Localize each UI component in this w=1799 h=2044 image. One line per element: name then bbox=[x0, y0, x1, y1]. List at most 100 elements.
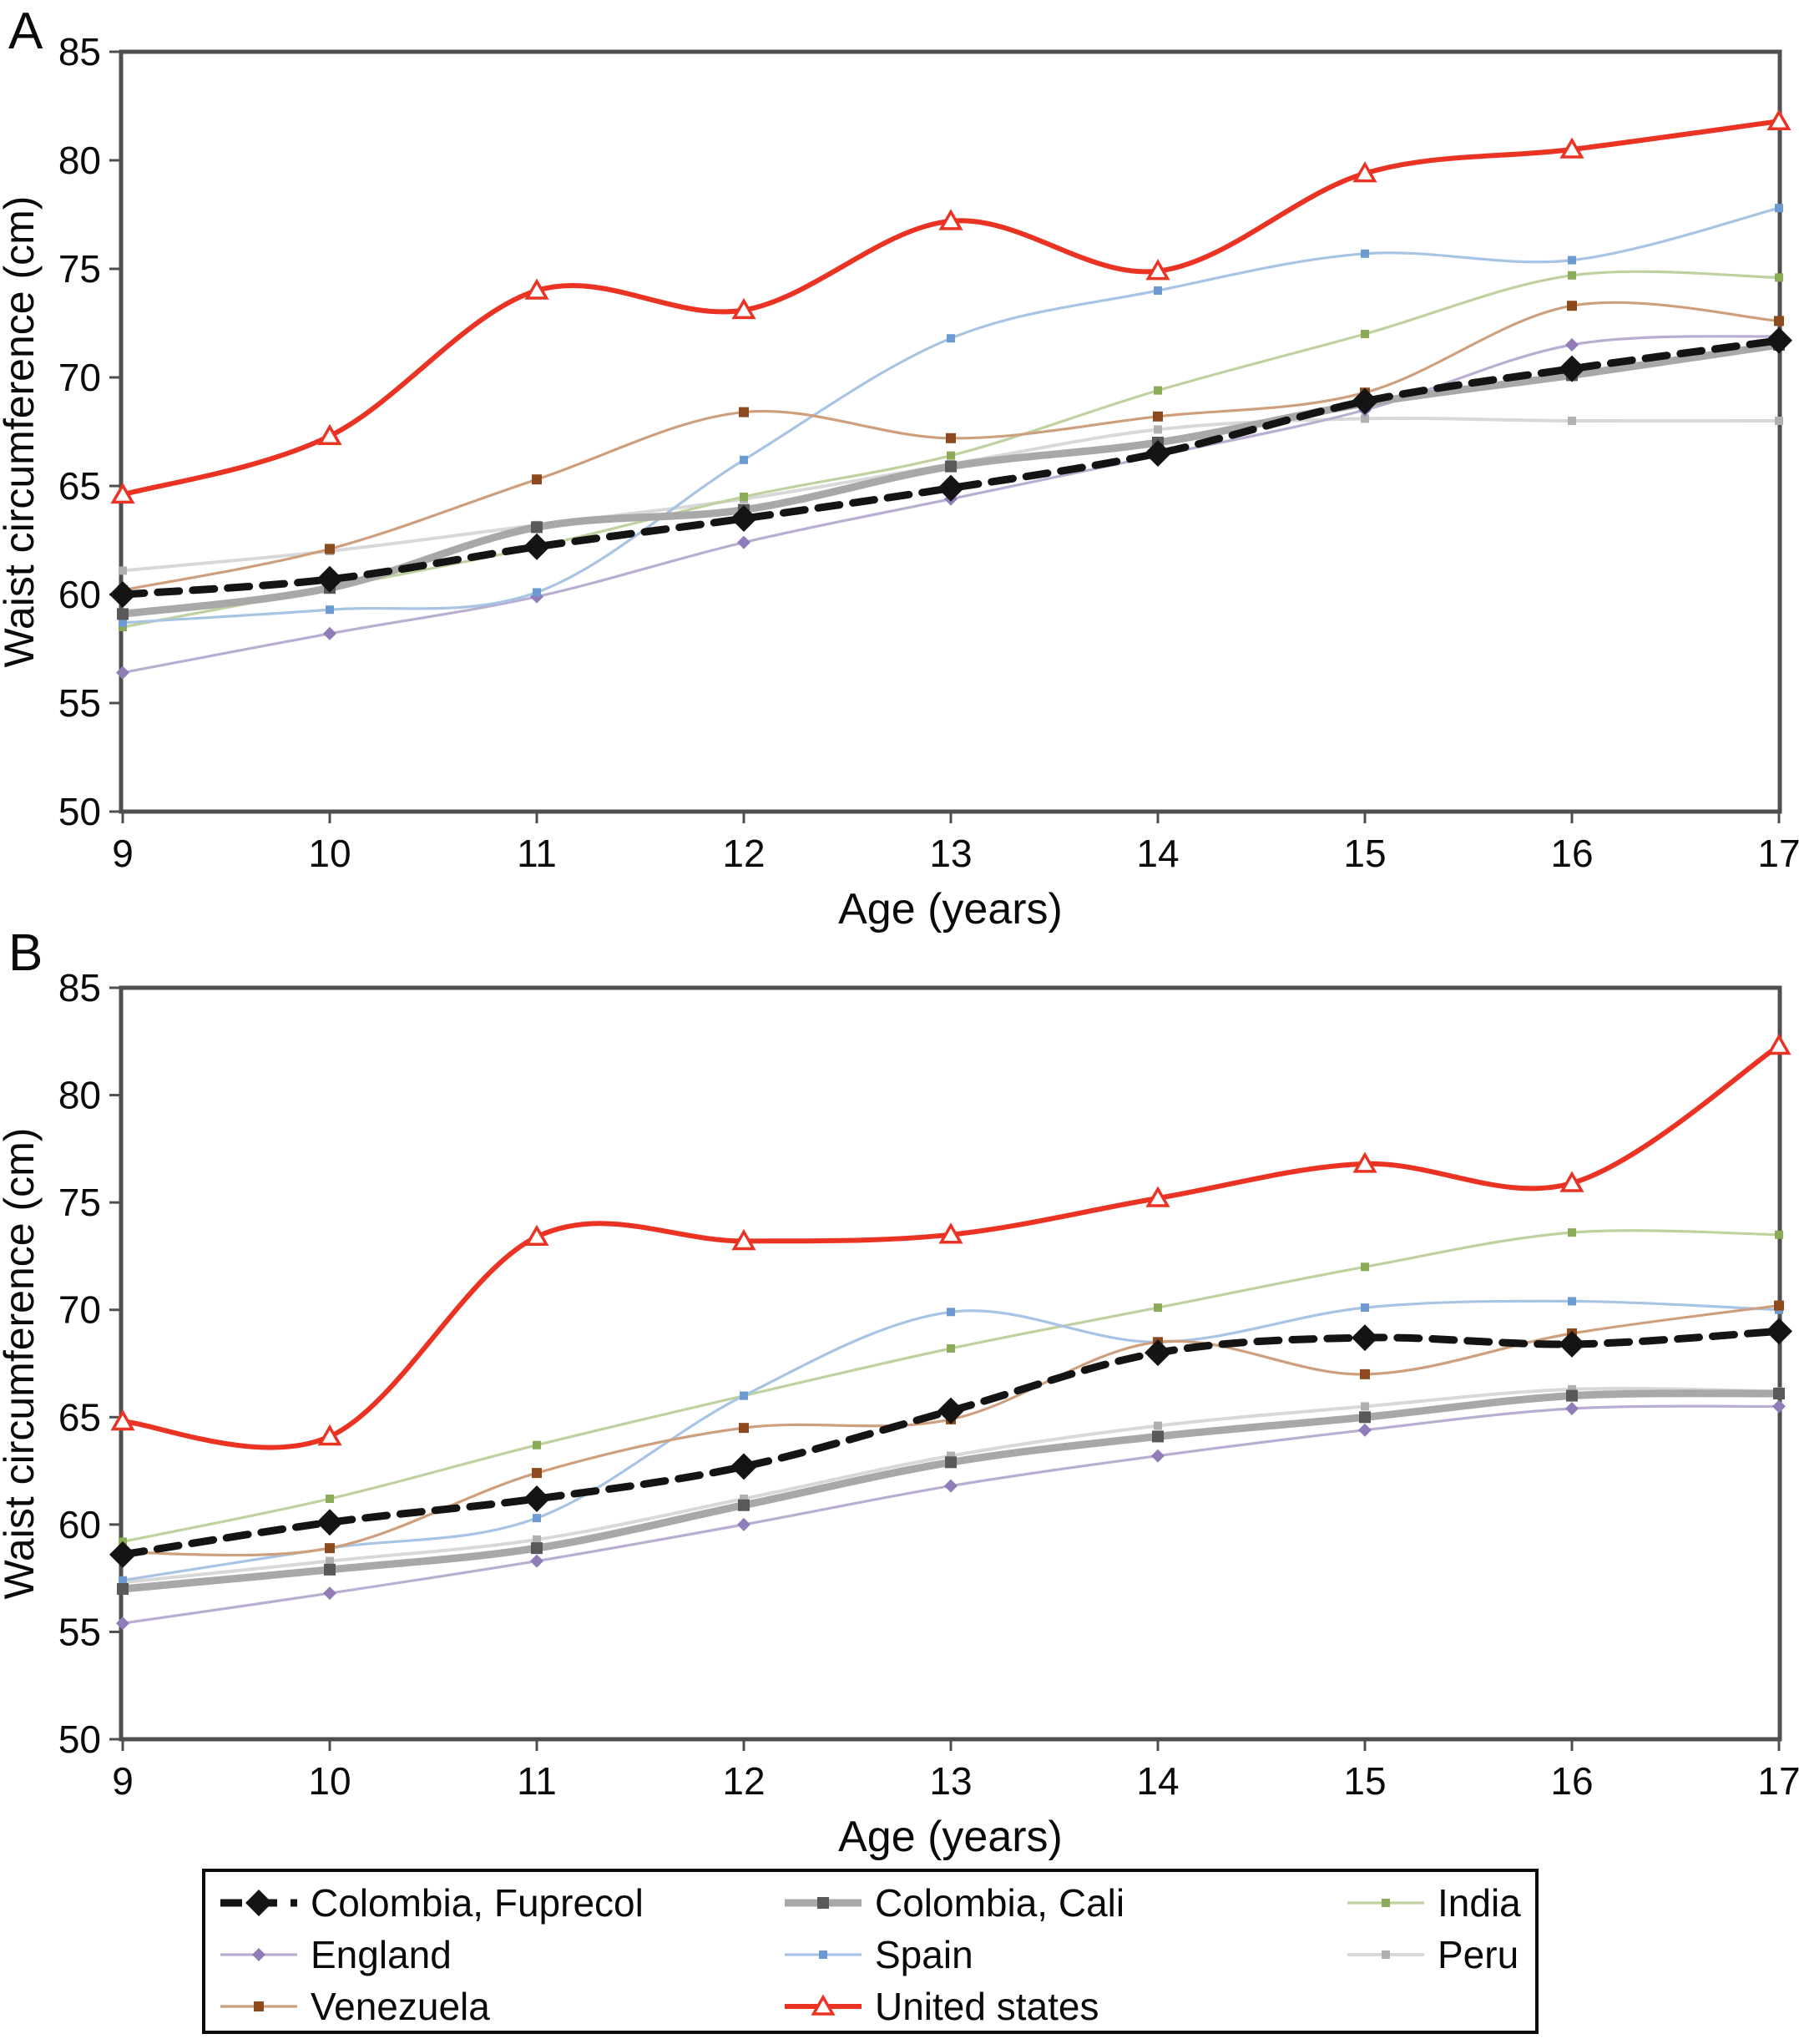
series-marker-us bbox=[524, 1224, 549, 1247]
legend-entry-england: England bbox=[219, 1935, 783, 1974]
series-marker-india bbox=[1775, 273, 1783, 282]
series-marker-fuprecol bbox=[1766, 1318, 1792, 1345]
y-tick-label: 60 bbox=[58, 573, 101, 616]
y-tick-label: 50 bbox=[58, 1718, 101, 1761]
plot-border bbox=[119, 49, 1782, 814]
series-marker-cali bbox=[1773, 1388, 1785, 1399]
series-us bbox=[110, 109, 1791, 504]
series-marker-venezuela bbox=[1153, 411, 1163, 422]
series-india bbox=[119, 1228, 1783, 1546]
series-marker-england bbox=[530, 1554, 543, 1568]
y-tick-label: 85 bbox=[58, 30, 101, 73]
x-tick-label: 17 bbox=[1757, 832, 1799, 875]
series-marker-spain bbox=[1775, 204, 1783, 213]
legend-entry-india: India bbox=[1346, 1884, 1535, 1922]
legend-glyph-england bbox=[252, 1948, 265, 1961]
series-marker-peru bbox=[1154, 425, 1162, 434]
x-tick-label: 11 bbox=[517, 832, 557, 875]
series-marker-venezuela bbox=[1360, 1369, 1370, 1379]
series-marker-peru bbox=[1361, 1402, 1369, 1411]
series-marker-cali bbox=[117, 608, 129, 620]
legend-entry-us: United states bbox=[783, 1987, 1346, 2026]
series-marker-peru bbox=[326, 1556, 334, 1566]
series-marker-peru bbox=[740, 1495, 748, 1503]
series-marker-cali bbox=[531, 521, 543, 534]
series-line-us bbox=[120, 1043, 1781, 1450]
series-marker-spain bbox=[947, 1308, 955, 1317]
legend-marker-venezuela bbox=[220, 2001, 297, 2011]
series-marker-spain bbox=[533, 1514, 541, 1523]
x-tick-label: 15 bbox=[1343, 832, 1386, 875]
series-marker-venezuela bbox=[325, 1543, 335, 1554]
series-venezuela bbox=[118, 301, 1784, 595]
series-us bbox=[110, 1033, 1791, 1450]
series-marker-venezuela bbox=[739, 407, 749, 417]
series-marker-fuprecol bbox=[1559, 1330, 1585, 1358]
series-marker-fuprecol bbox=[316, 1509, 343, 1536]
series-marker-england bbox=[737, 1517, 750, 1531]
legend-label-fuprecol: Colombia, Fuprecol bbox=[311, 1881, 644, 1925]
series-marker-england bbox=[737, 535, 750, 549]
series-marker-england bbox=[116, 665, 129, 680]
x-tick-label: 13 bbox=[929, 1759, 972, 1803]
series-marker-india bbox=[740, 493, 748, 501]
series-marker-venezuela bbox=[532, 474, 542, 485]
y-tick-label: 55 bbox=[58, 1610, 101, 1653]
series-marker-spain bbox=[119, 1576, 127, 1585]
legend-entry-spain: Spain bbox=[783, 1935, 1346, 1974]
series-marker-us bbox=[110, 1409, 135, 1431]
series-marker-fuprecol bbox=[1145, 1339, 1171, 1367]
series-marker-fuprecol bbox=[109, 581, 136, 608]
series-marker-india bbox=[326, 1495, 334, 1503]
series-marker-us bbox=[938, 1222, 963, 1244]
series-marker-cali bbox=[738, 1499, 750, 1511]
series-marker-us bbox=[938, 209, 963, 230]
series-cali bbox=[117, 1388, 1785, 1595]
chart-legend: Colombia, Fuprecol Colombia, Cali India Eng… bbox=[202, 1869, 1539, 2034]
series-marker-spain bbox=[1568, 1297, 1576, 1306]
series-marker-us bbox=[731, 297, 756, 320]
series-marker-venezuela bbox=[946, 433, 956, 443]
series-marker-fuprecol bbox=[730, 1453, 757, 1480]
series-marker-india bbox=[1568, 271, 1576, 280]
legend-entry-venezuela: Venezuela bbox=[219, 1987, 783, 2026]
x-tick-label: 10 bbox=[308, 832, 351, 875]
series-marker-india bbox=[1361, 1262, 1369, 1272]
panel-b: 50 55 60 65 70 75 80 85 9 10 11 12 13 14 15 16 17 Age (ye… bbox=[0, 924, 1799, 1861]
y-tick-label: 55 bbox=[58, 681, 101, 725]
series-marker-peru bbox=[119, 566, 127, 575]
series-marker-peru bbox=[533, 1535, 541, 1544]
series-marker-england bbox=[1151, 1449, 1165, 1463]
series-marker-india bbox=[1361, 330, 1369, 338]
series-marker-us bbox=[1352, 161, 1377, 183]
series-marker-india bbox=[1568, 1228, 1576, 1237]
series-marker-peru bbox=[1568, 417, 1576, 425]
legend-glyph-spain bbox=[819, 1950, 827, 1959]
legend-marker-peru bbox=[1347, 1950, 1424, 1959]
series-marker-fuprecol bbox=[1145, 440, 1171, 467]
legend-label-india: India bbox=[1438, 1881, 1521, 1925]
series-marker-fuprecol bbox=[937, 1397, 964, 1424]
y-tick-label: 85 bbox=[58, 966, 101, 1009]
series-marker-fuprecol bbox=[523, 1485, 550, 1512]
series-marker-fuprecol bbox=[316, 565, 343, 593]
series-marker-fuprecol bbox=[1559, 355, 1585, 382]
series-spain bbox=[119, 204, 1783, 627]
legend-marker-spain bbox=[785, 1950, 862, 1959]
series-england bbox=[116, 1399, 1786, 1631]
series-marker-fuprecol bbox=[937, 474, 964, 502]
series-marker-cali bbox=[1566, 1389, 1578, 1402]
x-tick-label: 10 bbox=[308, 1759, 351, 1803]
series-marker-us bbox=[317, 423, 342, 445]
panel-letter: B bbox=[8, 924, 43, 982]
x-axis-title: Age (years) bbox=[838, 1813, 1063, 1861]
series-marker-us bbox=[317, 1424, 342, 1446]
series-marker-england bbox=[1772, 1399, 1786, 1414]
series-marker-spain bbox=[326, 605, 334, 615]
x-tick-label: 15 bbox=[1343, 1759, 1386, 1803]
series-marker-fuprecol bbox=[109, 1541, 136, 1568]
legend-marker-england bbox=[220, 1948, 297, 1961]
series-marker-england bbox=[116, 1616, 129, 1631]
